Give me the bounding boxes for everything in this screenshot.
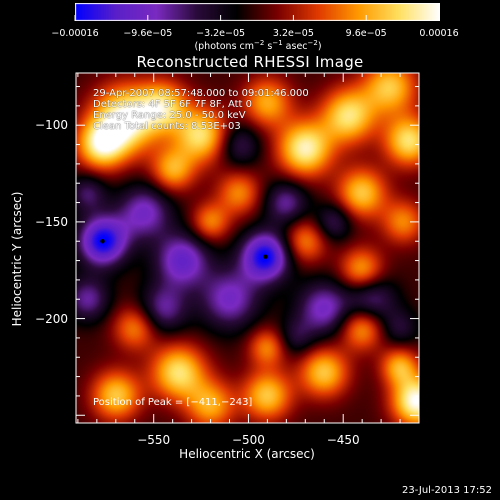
chart-title: Reconstructed RHESSI Image xyxy=(136,53,364,71)
x-axis-label: Heliocentric X (arcsec) xyxy=(179,447,315,461)
minimum-marker xyxy=(100,239,105,244)
colorbar-tick-label: 9.6e−05 xyxy=(345,28,387,39)
x-tick-label: −450 xyxy=(326,433,360,447)
heatmap-image xyxy=(76,73,419,423)
y-tick-label: −100 xyxy=(35,118,68,133)
y-axis-label: Heliocentric Y (arcsec) xyxy=(10,191,24,327)
colorbar-tick-label: 3.2e−05 xyxy=(272,28,314,39)
colorbar-tick-label: −3.2e−05 xyxy=(196,28,246,39)
annotation-time-range: 29-Apr-2007 08:57:48.000 to 09:01:46.000 xyxy=(93,88,309,99)
colorbar xyxy=(75,3,440,21)
annotation-energy-range: Energy Range: 25.0 - 50.0 keV xyxy=(93,110,246,121)
colorbar-ticks xyxy=(74,15,440,21)
colorbar-tick-label: −0.00016 xyxy=(51,28,99,39)
colorbar-tick-label: 0.00016 xyxy=(419,28,459,39)
x-tick-label: −550 xyxy=(137,433,171,447)
annotation-detectors: Detectors: 4F 5F 6F 7F 8F, Att 0 xyxy=(93,99,253,110)
peak-position-label: Position of Peak = [−411,−243] xyxy=(93,397,253,408)
y-tick-label: −200 xyxy=(35,311,68,326)
annotation-total-counts: Clean Total counts: 8.53E+03 xyxy=(93,121,241,132)
colorbar-units: (photons cm−2 s−1 asec−2) xyxy=(194,39,322,53)
minimum-marker xyxy=(263,254,268,259)
x-tick-label: −500 xyxy=(231,433,265,447)
y-tick-label: −150 xyxy=(35,214,68,229)
plot-frame xyxy=(75,72,420,424)
colorbar-tick-label: −9.6e−05 xyxy=(123,28,173,39)
footer-timestamp: 23-Jul-2013 17:52 xyxy=(401,485,492,496)
